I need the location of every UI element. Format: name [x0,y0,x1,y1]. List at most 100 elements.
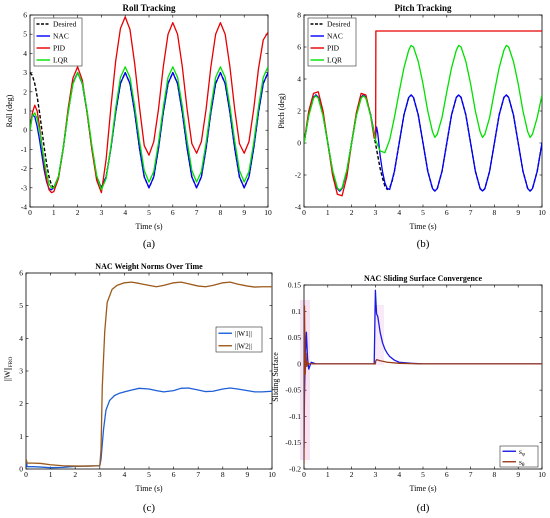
panel-a-ytick-label: 4 [23,49,27,58]
panel-a-ytick-label: -1 [21,145,27,154]
panel-a-title: Roll Tracking [123,3,176,13]
panel-c-xtick-label: 8 [221,470,225,479]
panel-c-xtick-label: 4 [123,470,127,479]
panel-d-xtick-label: 0 [302,470,306,479]
panel-a-ytick-label: -3 [21,183,27,192]
panel-b-ytick-label: 6 [297,43,301,52]
panel-b-xtick-label: 3 [374,208,378,217]
panel-d-xtick-label: 3 [374,470,378,479]
panel-a-xlabel: Time (s) [135,222,162,231]
panel-d-xtick-label: 9 [516,470,520,479]
panel-c-xtick-label: 7 [196,470,200,479]
panel-d-xtick-label: 10 [538,470,546,479]
panel-c-xtick-label: 10 [268,470,276,479]
panel-a-legend-label: LQR [53,56,68,65]
panel-d-ytick-label: -0.15 [285,438,301,447]
panel-a-series-1-line [30,71,268,189]
panel-a-xtick-label: 4 [123,208,127,217]
panel-c-ytick-label: 6 [19,269,23,278]
panel-b-xtick-label: 6 [445,208,449,217]
panel-b-legend-label: Desired [327,20,351,29]
panel-a-plot: 0 1 2 3 4 5 6 7 8 9 10 -4 -3 -2 -1 0 1 2 3 4 5 6 Desired NAC PID… [21,11,272,218]
panel-c-series-1-line [26,387,272,469]
panel-d-caption: (d) [417,502,430,514]
panel-b-plot: 0 1 2 3 4 5 6 7 8 9 10 -4 -2 0 2 4 6 8 Desired NAC PID LQR [295,11,546,218]
panel-b-ytick-label: -4 [295,203,301,212]
panel-c-xtick-label: 2 [73,470,77,479]
panel-b-caption: (b) [417,238,430,250]
panel-d-xtick-label: 6 [445,470,449,479]
panel-d-xlabel: Time (s) [409,484,436,493]
panel-b-xtick-label: 1 [326,208,330,217]
panel-d-ytick-label: 0.05 [288,333,301,342]
panel-d-xtick-label: 7 [469,470,473,479]
panel-d-ytick-label: -0.1 [289,412,301,421]
panel-c-legend-label: ||W2|| [235,341,252,350]
panel-c-ytick-label: 3 [19,367,23,376]
panel-b-ytick-label: -2 [295,171,301,180]
panel-a-series-2-line [30,71,268,191]
panel-b-legend: Desired NAC PID LQR [307,17,357,67]
panel-c-xlabel: Time (s) [135,484,162,493]
panel-c-caption: (c) [143,502,156,514]
panel-d-plot: 0 1 2 3 4 5 6 7 8 9 10 -0.2 -0.15 -0.1 -0.05 0 0.05 0.1 0.… [285,281,546,480]
panel-d-ylabel: Sliding Surface [271,352,280,402]
panel-b-xtick-label: 0 [302,208,306,217]
panel-a-xtick-label: 2 [76,208,80,217]
panel-d-band-2 [374,305,384,365]
panel-d-ytick-label: 0 [297,359,301,368]
panel-c-series-2-line [26,281,272,467]
panel-b-ytick-label: 8 [297,11,301,20]
panel-d-xtick-label: 5 [421,470,425,479]
panel-b-ytick-label: 2 [297,107,301,116]
panel-c-xtick-label: 9 [246,470,250,479]
panel-a-ytick-label: 1 [23,107,27,116]
panel-b-xtick-label: 5 [421,208,425,217]
panel-c-ytick-label: 5 [19,301,23,310]
panel-a-series-3-line [30,16,268,194]
panel-a-legend-label: Desired [53,20,77,29]
panel-c-xtick-label: 1 [49,470,53,479]
panel-a-legend-label: PID [53,44,66,53]
panel-a-ytick-label: -2 [21,164,27,173]
panel-a-xtick-label: 8 [219,208,223,217]
panel-a-xtick-label: 3 [100,208,104,217]
panel-a-xtick-label: 1 [52,208,56,217]
panel-a-xtick-label: 5 [147,208,151,217]
panel-d-xtick-label: 1 [326,470,330,479]
panel-b-xtick-label: 9 [516,208,520,217]
panel-b-legend-label: NAC [327,32,343,41]
panel-a-xtick-label: 7 [195,208,199,217]
panel-d-ytick-label: -0.2 [289,465,301,474]
panel-c-axes [25,272,273,470]
panel-c-title: NAC Weight Norms Over Time [95,262,203,271]
panel-b-legend-box [307,17,357,67]
panel-d-xtick-label: 2 [350,470,354,479]
panel-d-series-2-line [304,305,542,464]
panel-d-legend-label: sθ [519,457,525,468]
panel-c-plot: 0 1 2 3 4 5 6 7 8 9 10 0 1 2 3 4 5 6 ||W1|| ||W2|| [19,269,276,480]
panel-c-ytick-label: 1 [19,432,23,441]
panel-b-title: Pitch Tracking [395,3,452,13]
panel-d-ytick-label: -0.05 [285,386,301,395]
panel-b-xtick-label: 8 [493,208,497,217]
panel-c-xtick-label: 5 [147,470,151,479]
panel-a-ytick-label: 5 [23,30,27,39]
panel-d-xtick-label: 4 [397,470,401,479]
panel-a-xtick-label: 0 [28,208,32,217]
panel-a-ylabel: Roll (deg) [5,94,14,127]
panel-b-ytick-label: 4 [297,75,301,84]
panel-a-ytick-label: 3 [23,68,27,77]
panel-b: Pitch Tracking Time (s) Pitch (deg) (b) … [277,3,546,250]
panel-d: NAC Sliding Surface Convergence Time (s)… [271,274,546,514]
panel-a-xtick-label: 9 [242,208,246,217]
panel-b-xtick-label: 4 [397,208,401,217]
panel-d-ytick-label: 0.15 [288,281,301,290]
panel-a-legend-box [33,17,83,67]
panel-c-ytick-label: 2 [19,399,23,408]
panel-a-ytick-label: -4 [21,203,27,212]
panel-a: Roll Tracking Time (s) Roll (deg) (a) 0 1… [5,3,272,250]
panel-b-xlabel: Time (s) [409,222,436,231]
